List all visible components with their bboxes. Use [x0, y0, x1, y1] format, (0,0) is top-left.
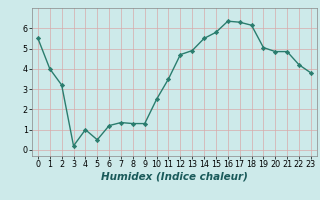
X-axis label: Humidex (Indice chaleur): Humidex (Indice chaleur)	[101, 172, 248, 182]
